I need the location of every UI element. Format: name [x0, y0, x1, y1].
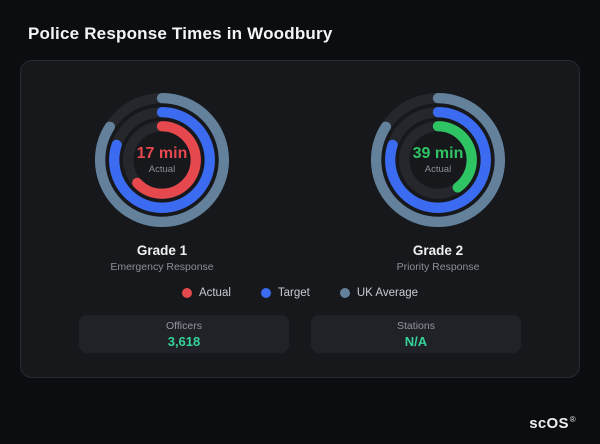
gauge-grade-1-donut: 17 min Actual: [87, 85, 237, 235]
ring-uk-average: [370, 92, 506, 228]
chart-legend: Actual Target UK Average: [41, 287, 559, 299]
gauge-grade-1-title: Grade 1: [136, 243, 188, 258]
gauge-grade-1-chart: [94, 92, 230, 228]
scos-logo: scOS®: [529, 415, 576, 432]
stats-row: Officers 3,618 Stations N/A: [41, 315, 559, 353]
gauge-grade-1-subtitle: Emergency Response: [110, 261, 214, 273]
ring-uk-average: [94, 92, 230, 228]
legend-item-target[interactable]: Target: [260, 287, 310, 299]
gauge-grade-2: 39 min Actual Grade 2 Priority Response: [328, 85, 548, 273]
stat-stations: Stations N/A: [311, 315, 521, 353]
gauge-grade-2-chart: [370, 92, 506, 228]
ring-actual: [399, 121, 477, 199]
legend-label-target: Target: [277, 287, 310, 299]
stat-officers-label: Officers: [166, 319, 202, 332]
legend-dot-actual: [181, 288, 192, 298]
legend-label-actual: Actual: [198, 287, 231, 299]
gauge-grade-2-subtitle: Priority Response: [396, 261, 480, 273]
legend-dot-target: [260, 288, 271, 298]
ring-actual: [123, 121, 201, 199]
gauge-grade-2-donut: 39 min Actual: [363, 85, 513, 235]
stat-stations-label: Stations: [397, 319, 435, 332]
gauges-row: 17 min Actual Grade 1 Emergency Response: [41, 85, 559, 273]
legend-label-uk-average: UK Average: [356, 287, 419, 299]
response-times-card: 17 min Actual Grade 1 Emergency Response: [20, 60, 580, 378]
stat-officers: Officers 3,618: [79, 315, 289, 353]
scos-logo-text: scOS: [529, 415, 569, 432]
gauge-grade-2-title: Grade 2: [412, 243, 464, 258]
gauge-grade-1: 17 min Actual Grade 1 Emergency Response: [52, 85, 272, 273]
legend-dot-uk-average: [339, 288, 350, 298]
legend-item-actual[interactable]: Actual: [181, 287, 231, 299]
stat-officers-value: 3,618: [167, 333, 201, 349]
legend-item-uk-average[interactable]: UK Average: [339, 287, 419, 299]
page-title: Police Response Times in Woodbury: [28, 24, 333, 43]
stat-stations-value: N/A: [404, 333, 428, 349]
ring-target: [109, 107, 215, 213]
ring-target: [385, 107, 491, 213]
